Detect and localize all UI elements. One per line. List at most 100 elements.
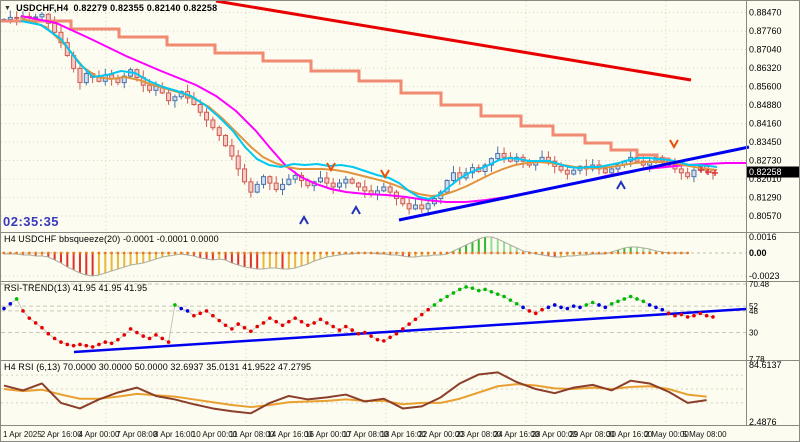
time-axis-label: 22 Apr 00:00	[418, 430, 464, 439]
buy-arrow-icon	[351, 204, 361, 215]
time-axis-label: 24 Apr 16:00	[494, 430, 540, 439]
time-axis-label: 18 Apr 16:00	[381, 430, 427, 439]
rsi-trend-dot	[268, 316, 272, 320]
squeeze-dot	[46, 251, 50, 255]
rsi-trend-dot	[413, 317, 418, 322]
rsi-trend-dot	[470, 286, 475, 290]
time-axis-label: 2 May 00:00	[645, 430, 690, 439]
squeeze-dot	[641, 251, 645, 255]
squeeze-dot	[122, 251, 126, 255]
squeeze-dot	[255, 251, 259, 255]
rsi-scale-label: 84.6137	[749, 360, 782, 370]
squeeze-dot	[15, 251, 19, 255]
candle-body	[400, 198, 406, 205]
squeeze-dot	[72, 251, 76, 255]
symbol-period-label: USDCHF,H4	[16, 3, 69, 13]
rsi-trend-dot	[173, 303, 177, 307]
squeeze-dot	[110, 251, 114, 255]
rsi-trend-dot	[350, 328, 354, 332]
rsi-trend-dot	[325, 321, 329, 325]
squeeze-dot	[546, 251, 550, 255]
candle-body	[343, 178, 349, 184]
collapse-icon[interactable]: ▼	[4, 4, 12, 12]
squeeze-dot	[357, 251, 360, 255]
buy-arrow-icon	[616, 179, 626, 190]
squeeze-dot	[667, 251, 671, 255]
rsi-trend-trendline[interactable]	[73, 307, 747, 354]
rsi-trend-dot	[299, 319, 304, 324]
rsi-trend-dot	[261, 321, 266, 325]
squeeze-dot	[584, 251, 588, 255]
rsi-trend-dot	[192, 313, 196, 318]
candle-body	[280, 183, 286, 191]
rsi-trend-dot	[318, 317, 323, 322]
candle-body	[450, 172, 456, 182]
rsi-trend-dot	[369, 334, 373, 338]
rsi-trend-dot	[97, 342, 101, 347]
squeeze-dot	[553, 251, 557, 255]
rsi-trend-dot	[166, 340, 171, 344]
squeeze-scale-label: 0.0016	[749, 232, 777, 242]
candle-body	[83, 73, 89, 84]
rsi-trend-dot	[426, 307, 430, 312]
rsi-trend-dot	[394, 331, 399, 336]
chart-title: ▼ USDCHF,H4 0.82279 0.82355 0.82140 0.82…	[4, 3, 217, 13]
squeeze-dot	[103, 251, 107, 255]
rsi-trend-dot	[495, 292, 500, 296]
time-axis[interactable]: 1 Apr 2025 2 Apr 16:004 Apr 00:007 Apr 08…	[3, 430, 727, 439]
rsi-trend-dot	[147, 336, 152, 341]
squeeze-dot	[477, 251, 481, 255]
rsi-trend-dot	[527, 309, 532, 313]
squeeze-dot	[509, 251, 512, 255]
squeeze-dot	[236, 251, 240, 255]
squeeze-dot	[559, 251, 563, 255]
time-axis-label: 16 Apr 00:00	[305, 430, 351, 439]
price-axis[interactable]: 0.88470 0.87760 0.87040 0.86320 0.85600 0.848…	[747, 8, 799, 427]
candles-layer	[1, 10, 716, 216]
squeeze-dot	[53, 251, 57, 255]
squeeze-dot	[452, 251, 455, 255]
rsi-trend-dot	[8, 301, 13, 306]
time-axis-label: 4 Apr 00:00	[79, 430, 120, 439]
squeeze-dot	[274, 251, 278, 255]
rsi-trend-dot	[654, 305, 658, 310]
rsi-trend-dot	[185, 309, 190, 313]
rsi-trend-dot	[382, 339, 386, 343]
rsi-trend-dot	[540, 307, 544, 312]
rsi-slow-line	[3, 383, 707, 409]
rsi-trend-dot	[249, 329, 253, 334]
candle-body	[691, 169, 697, 178]
squeeze-dot	[129, 251, 133, 255]
squeeze-dot	[268, 251, 272, 255]
rsi-trend-dot	[211, 313, 215, 318]
candle-body	[425, 203, 431, 210]
candle-body	[381, 186, 387, 192]
rsi-trend-dot	[236, 322, 241, 326]
rsi-trend-indicator-label: RSI-TREND(13) 41.95 41.95 41.95	[4, 283, 148, 293]
candle-body	[216, 127, 222, 136]
squeeze-dot	[78, 251, 82, 255]
rsi-scale-label: 2.4876	[749, 417, 777, 427]
rsi-trend-dot	[65, 342, 70, 347]
squeeze-dot	[515, 251, 519, 255]
squeeze-dot	[325, 251, 329, 255]
squeeze-dot	[471, 251, 474, 255]
resistance-trendline[interactable]	[215, 1, 692, 82]
candle-body	[685, 172, 691, 178]
squeeze-dot	[686, 251, 690, 255]
rsi-trend-dot	[116, 337, 120, 342]
rsi-trend-dot	[711, 315, 715, 319]
time-axis-label: 28 Apr 00:00	[532, 430, 578, 439]
rsi-trend-dot	[571, 304, 576, 308]
squeeze-dot	[205, 251, 208, 255]
rsi-indicator-label: H4 RSI (6,13) 70.0000 30.0000 50.0000 32…	[4, 362, 312, 372]
rsi-trend-dot	[489, 289, 494, 294]
support-trendline[interactable]	[398, 145, 750, 222]
candle-body	[292, 174, 298, 180]
signal-arrows	[299, 139, 718, 225]
squeeze-dot	[8, 251, 12, 255]
rsi-trend-dot	[356, 331, 361, 336]
squeeze-dot	[679, 251, 683, 255]
